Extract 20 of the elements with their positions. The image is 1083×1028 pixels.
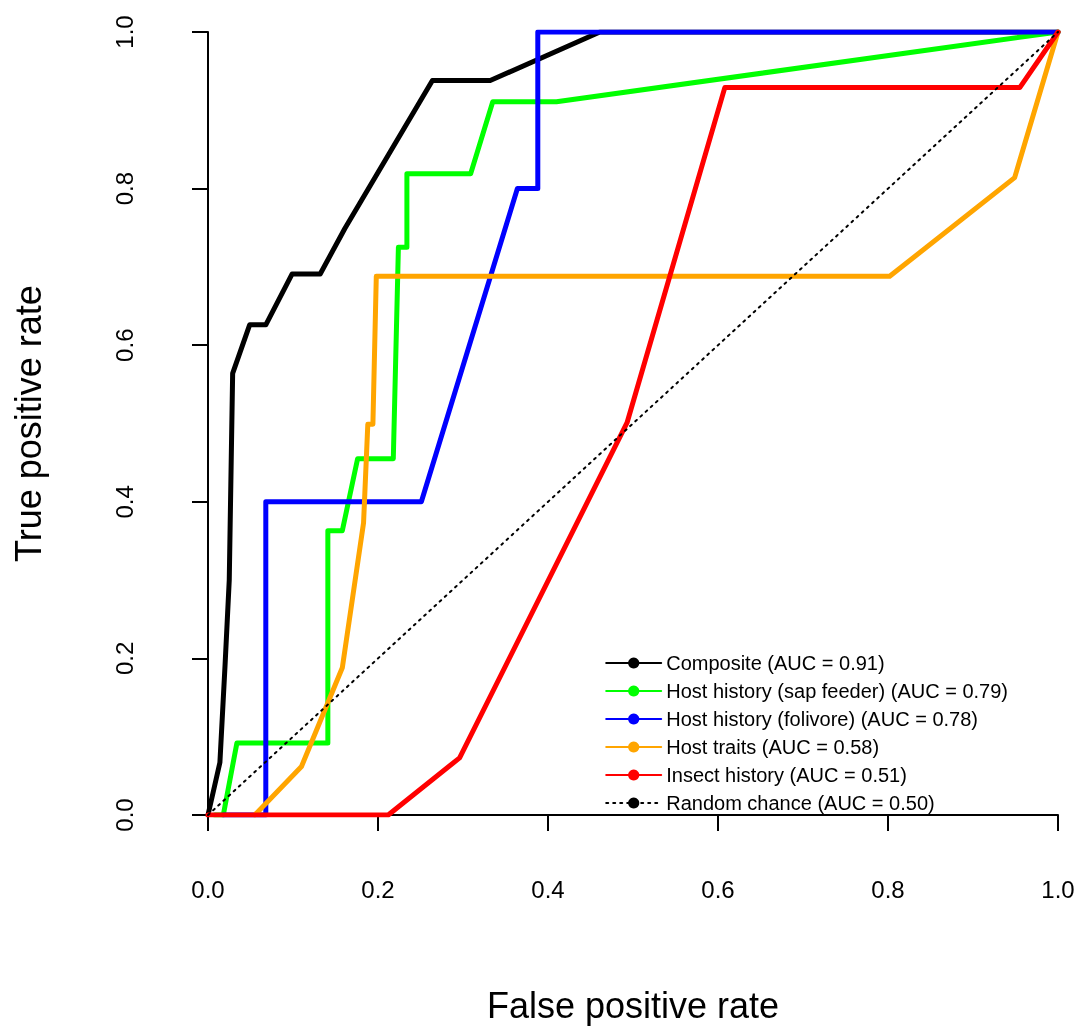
legend-label: Host history (folivore) (AUC = 0.78) (666, 708, 978, 730)
y-tick-label: 0.6 (110, 328, 138, 362)
legend-label: Host traits (AUC = 0.58) (666, 736, 880, 758)
x-tick-label: 0.0 (191, 875, 225, 903)
y-tick-label: 0.2 (110, 641, 138, 676)
legend-label: Insect history (AUC = 0.51) (666, 764, 907, 786)
x-axis-title: False positive rate (486, 984, 780, 1026)
x-tick-label: 0.4 (531, 875, 565, 903)
x-tick-label: 0.2 (361, 875, 395, 903)
y-tick-label: 0.4 (110, 485, 138, 519)
legend-label: Composite (AUC = 0.91) (666, 652, 885, 674)
x-tick-label: 0.6 (701, 875, 735, 903)
x-tick-label: 0.8 (871, 875, 905, 903)
legend-label: Random chance (AUC = 0.50) (666, 792, 935, 814)
y-tick-label: 1.0 (110, 15, 138, 49)
legend-label: Host history (sap feeder) (AUC = 0.79) (666, 680, 1008, 702)
y-tick-label: 0.0 (110, 798, 138, 832)
x-tick-label: 1.0 (1041, 875, 1075, 903)
y-axis-title: True positive rate (7, 285, 49, 562)
y-tick-label: 0.8 (110, 171, 138, 206)
